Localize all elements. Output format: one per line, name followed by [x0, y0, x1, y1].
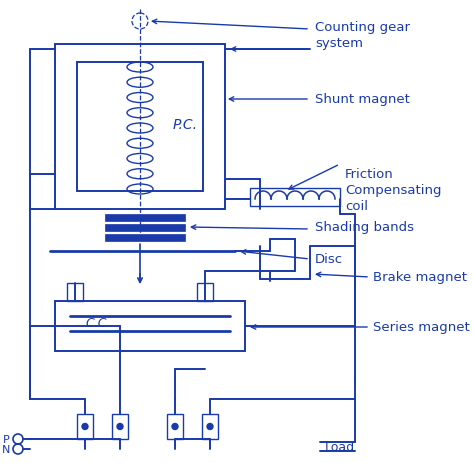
Bar — [112, 414, 128, 439]
Circle shape — [207, 424, 213, 430]
Text: P.C.: P.C. — [173, 118, 198, 131]
Bar — [167, 414, 183, 439]
Text: Brake magnet: Brake magnet — [373, 271, 467, 284]
Text: Shading bands: Shading bands — [315, 221, 414, 234]
Bar — [250, 188, 340, 206]
Bar — [197, 283, 213, 301]
Text: Series magnet: Series magnet — [373, 321, 470, 334]
Text: Load: Load — [325, 440, 355, 453]
Text: N: N — [1, 444, 10, 454]
Bar — [55, 301, 245, 351]
Text: C.C.: C.C. — [85, 317, 110, 330]
Bar — [105, 214, 185, 221]
Bar — [77, 414, 93, 439]
Text: P: P — [3, 434, 10, 444]
Text: Counting gear
system: Counting gear system — [315, 20, 410, 50]
Bar — [105, 234, 185, 242]
Bar — [202, 414, 218, 439]
Text: Disc: Disc — [315, 253, 343, 266]
Circle shape — [172, 424, 178, 430]
Text: Friction
Compensating
coil: Friction Compensating coil — [345, 168, 441, 213]
Text: Shunt magnet: Shunt magnet — [315, 94, 410, 106]
Bar — [105, 225, 185, 232]
Bar — [67, 283, 83, 301]
Circle shape — [117, 424, 123, 430]
Circle shape — [82, 424, 88, 430]
